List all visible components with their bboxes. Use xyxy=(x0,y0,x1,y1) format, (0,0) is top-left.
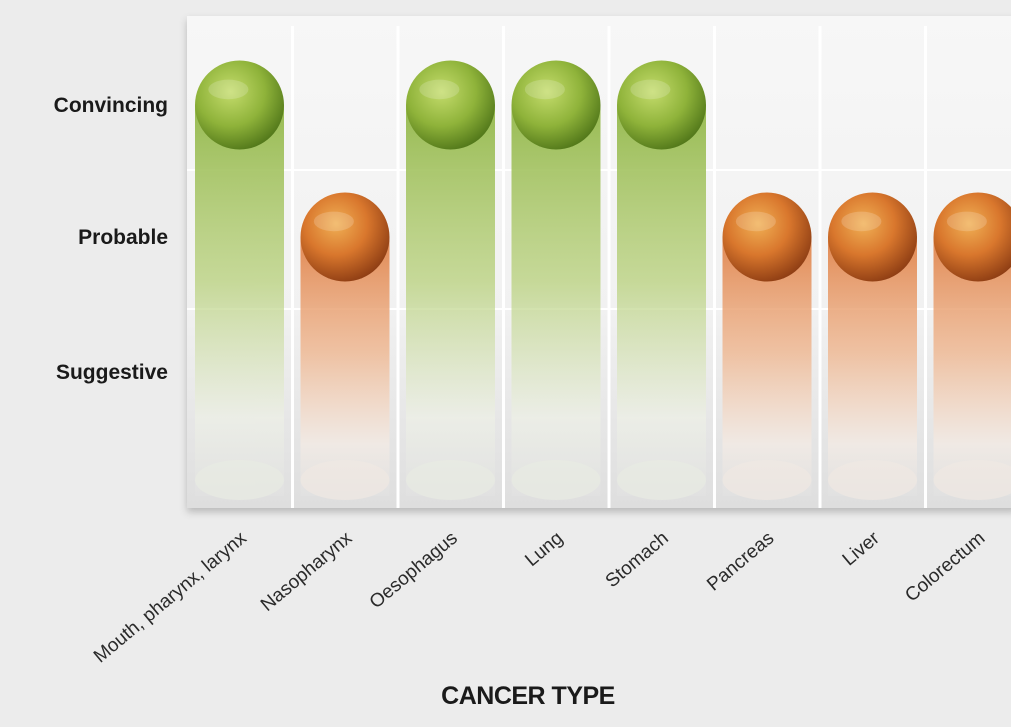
bar-tube-bottom xyxy=(300,460,390,500)
bar-tube-bottom xyxy=(828,460,917,500)
bar-ball xyxy=(300,192,390,282)
bar-ball xyxy=(828,192,917,282)
bar xyxy=(300,192,390,500)
bar-tube xyxy=(406,105,495,496)
bar-ball-highlight xyxy=(524,79,565,100)
bar-ball-highlight xyxy=(735,211,776,232)
bar-ball-highlight xyxy=(630,79,671,100)
bar xyxy=(828,192,917,500)
bar-ball-highlight xyxy=(946,211,987,232)
bar-ball xyxy=(933,192,1011,282)
x-tick-label: Mouth, pharynx, larynx xyxy=(90,527,251,667)
bar-tube xyxy=(617,105,706,496)
x-tick-label: Colorectum xyxy=(901,528,989,607)
bar xyxy=(195,60,284,500)
x-tick-labels: Mouth, pharynx, larynx Nasopharynx Oesopha… xyxy=(90,527,989,667)
y-tick-label: Suggestive xyxy=(56,361,168,384)
bar-ball xyxy=(511,60,601,150)
bar-ball xyxy=(722,192,812,282)
y-tick-labels: Suggestive Probable Convincing xyxy=(54,94,168,384)
x-tick-label: Nasopharynx xyxy=(257,527,357,615)
x-tick-label: Pancreas xyxy=(703,528,778,596)
bar xyxy=(406,60,495,500)
x-tick-label: Liver xyxy=(839,527,885,570)
bar xyxy=(933,192,1011,500)
bar-tube-bottom xyxy=(617,460,706,500)
bar xyxy=(511,60,601,500)
bar-tube-bottom xyxy=(511,460,601,500)
bar-ball xyxy=(617,60,706,150)
bar-tube-bottom xyxy=(406,460,495,500)
bar-tube-bottom xyxy=(722,460,812,500)
bar xyxy=(722,192,812,500)
bar-ball xyxy=(406,60,495,150)
x-axis-title: CANCER TYPE xyxy=(441,682,615,710)
x-tick-label: Stomach xyxy=(602,528,673,592)
bar-tube xyxy=(511,105,601,496)
bar-tube-bottom xyxy=(933,460,1011,500)
y-tick-label: Convincing xyxy=(54,94,168,117)
bars xyxy=(195,60,1011,500)
bar xyxy=(617,60,706,500)
bar-ball-highlight xyxy=(208,79,249,100)
bar-tube xyxy=(195,105,284,496)
bar-ball-highlight xyxy=(419,79,460,100)
bar-ball-highlight xyxy=(313,211,354,232)
bar-ball-highlight xyxy=(841,211,882,232)
y-tick-label: Probable xyxy=(78,226,168,249)
x-tick-label: Oesophagus xyxy=(366,528,462,613)
bar-ball xyxy=(195,60,284,150)
x-tick-label: Lung xyxy=(521,528,567,571)
bar-tube-bottom xyxy=(195,460,284,500)
